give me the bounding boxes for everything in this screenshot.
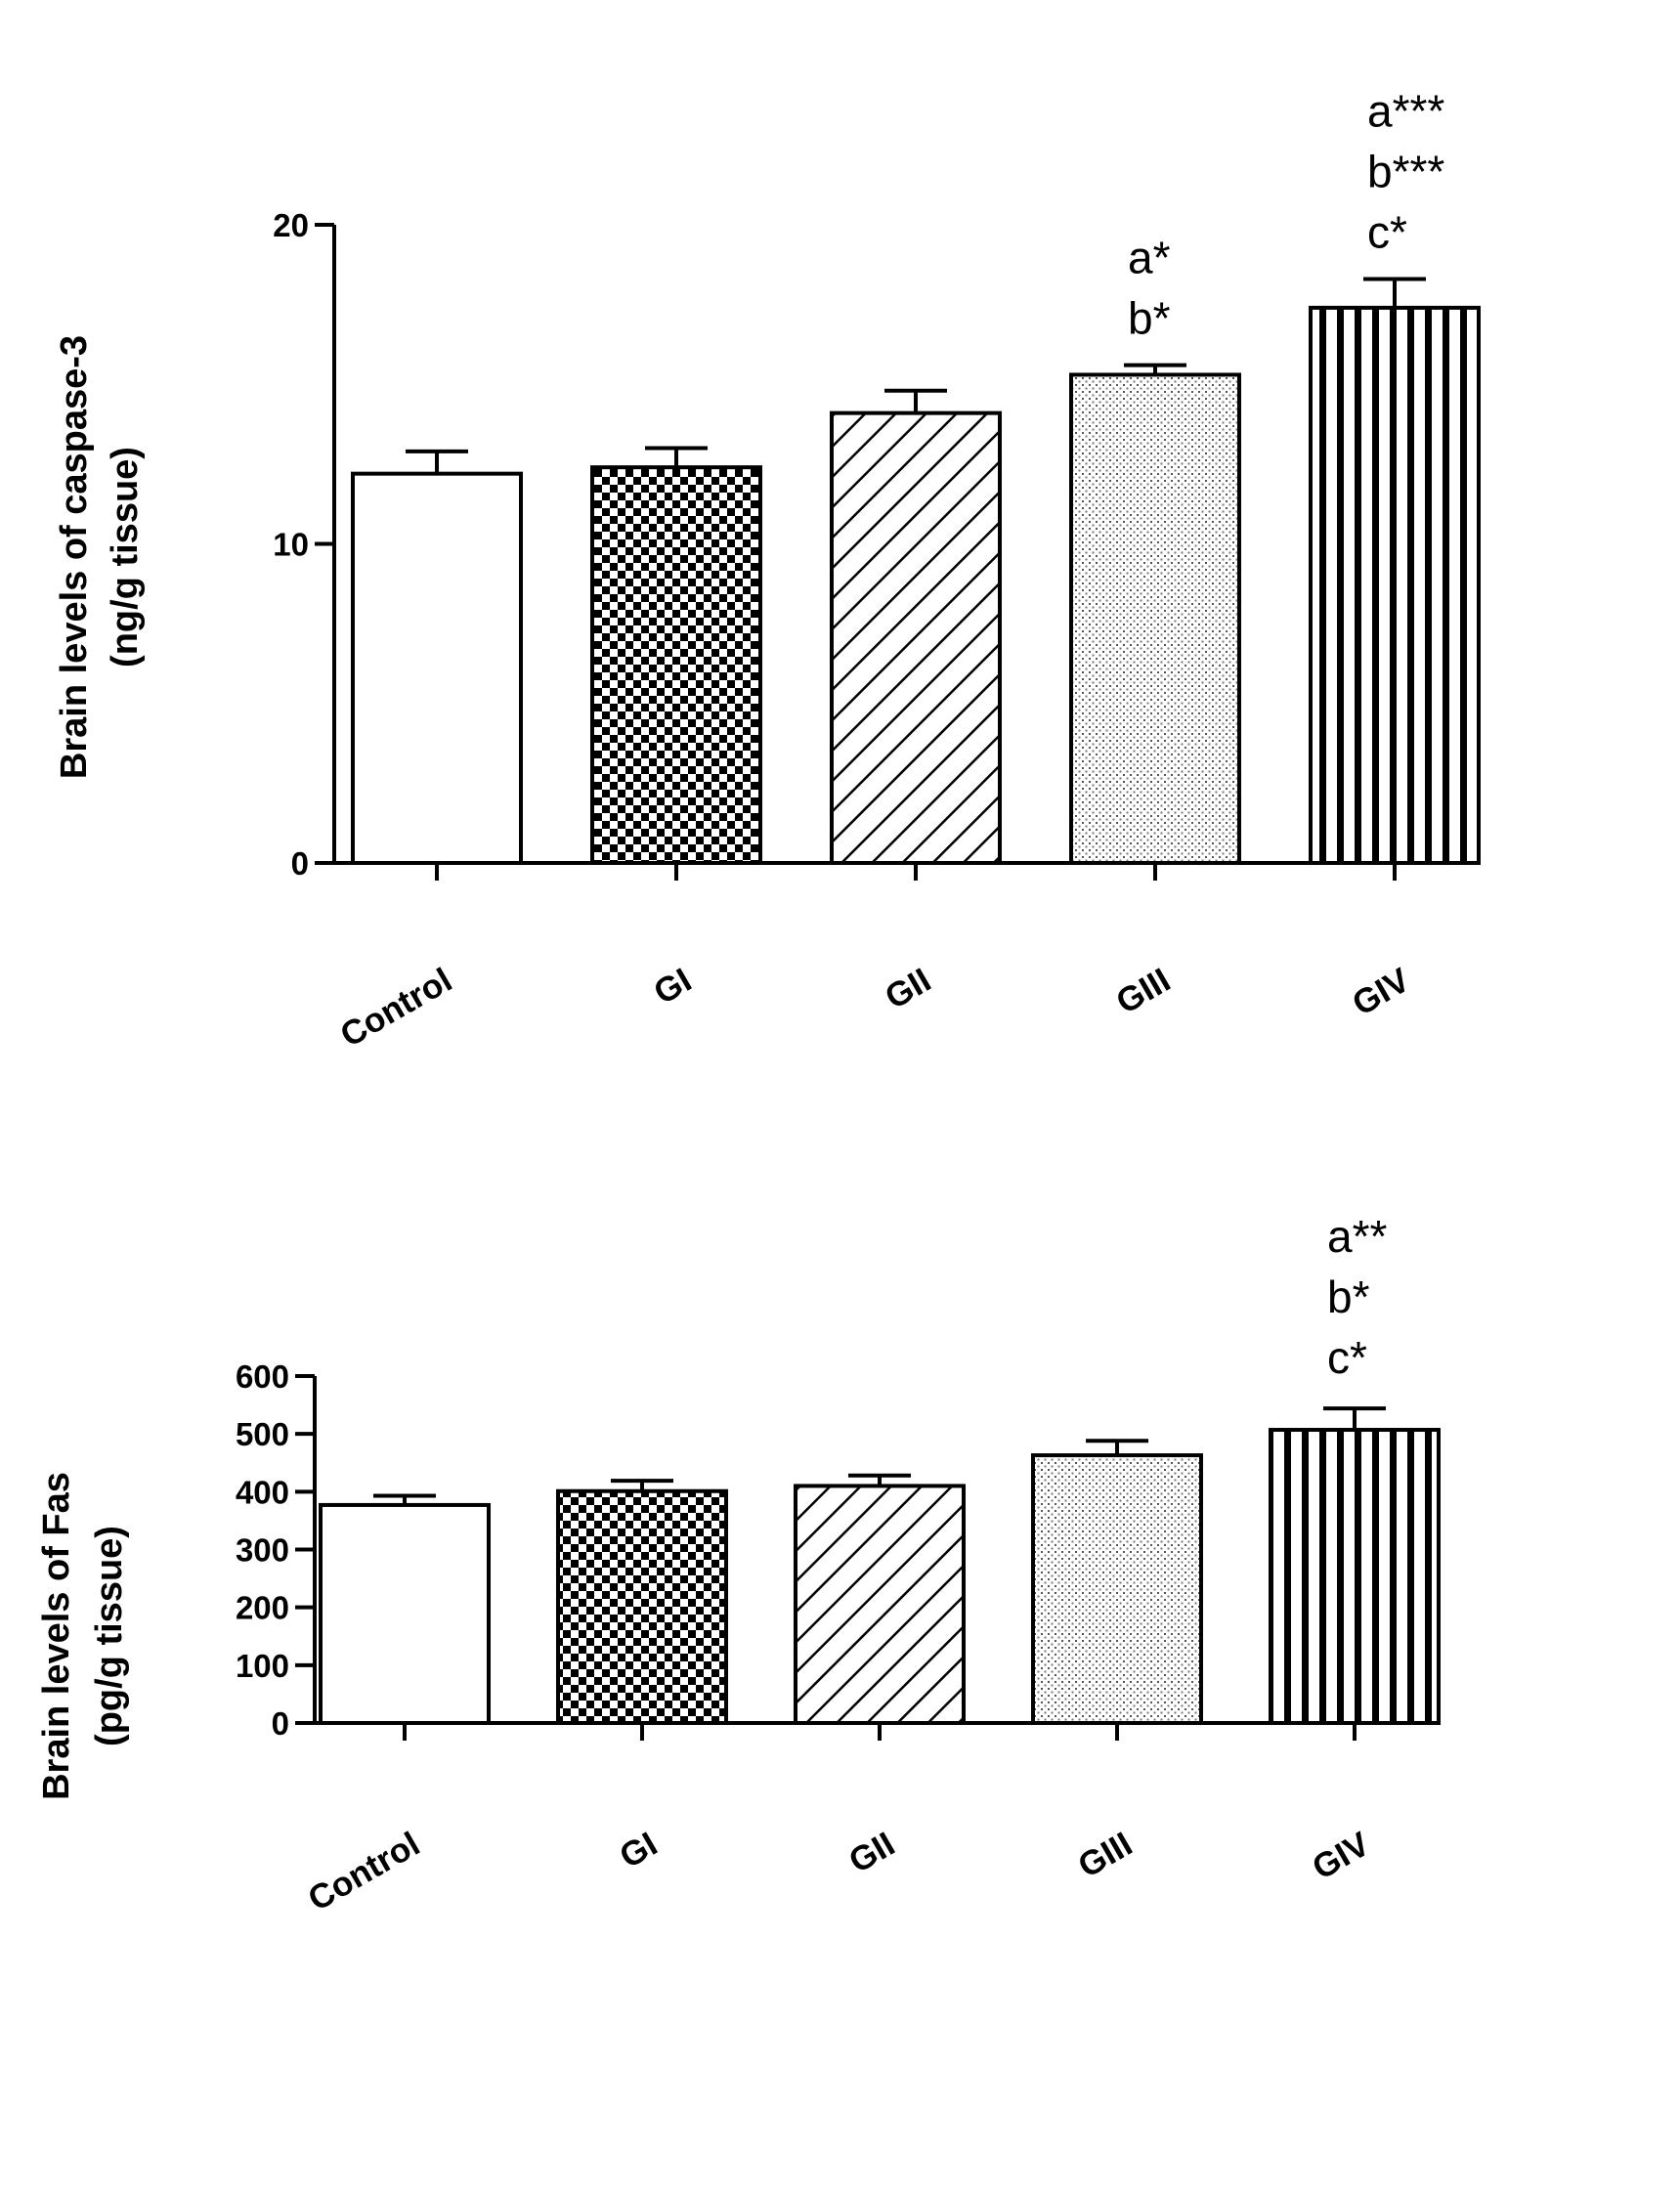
y-axis-label-line-2: (ng/g tissue) bbox=[105, 447, 146, 668]
x-tick-label-gi: GI bbox=[647, 961, 698, 1012]
x-tick-label-giv: GIV bbox=[1306, 1825, 1376, 1887]
x-tick-label-gii: GII bbox=[842, 1825, 901, 1880]
bar-gii bbox=[794, 1484, 966, 1725]
y-axis-label-line-2: (pg/g tissue) bbox=[89, 1526, 130, 1746]
y-tick-label: 0 bbox=[291, 845, 309, 882]
significance-label-giii: a* bbox=[1128, 233, 1171, 283]
fas-bar-chart: Control GI GII GIII GIV 0 100 200 300 400 500 600 a*… bbox=[36, 1211, 1441, 1918]
y-tick-label: 100 bbox=[236, 1648, 289, 1684]
significance-label-giv: b*** bbox=[1367, 147, 1444, 197]
x-tick-label-control: Control bbox=[302, 1825, 426, 1918]
bar-giv bbox=[1309, 305, 1481, 865]
bar-control bbox=[319, 1502, 491, 1726]
caspase-3-bar-chart: Control GI GII GIII GIV 0 10 20 a* b* a*** b*** c* B… bbox=[54, 86, 1481, 1055]
x-tick-label-giv: GIV bbox=[1346, 961, 1416, 1023]
y-tick-label: 20 bbox=[273, 207, 309, 243]
y-tick-label: 400 bbox=[236, 1474, 289, 1510]
significance-label-giv: a** bbox=[1327, 1211, 1387, 1262]
x-tick-label-control: Control bbox=[334, 961, 458, 1055]
bar-control bbox=[351, 471, 523, 865]
y-tick-label: 200 bbox=[236, 1590, 289, 1626]
x-tick-label-giii: GIII bbox=[1072, 1825, 1139, 1885]
significance-label-giv: a*** bbox=[1367, 86, 1444, 137]
y-tick-label: 0 bbox=[272, 1705, 289, 1742]
bar-giii bbox=[1031, 1453, 1203, 1725]
significance-label-giv: c* bbox=[1367, 207, 1407, 258]
y-axis-label-line-1: Brain levels of Fas bbox=[36, 1472, 77, 1800]
bar-giv bbox=[1269, 1428, 1441, 1725]
significance-label-giv: c* bbox=[1327, 1332, 1367, 1383]
y-tick-label: 600 bbox=[236, 1358, 289, 1395]
y-tick-label: 300 bbox=[236, 1532, 289, 1569]
y-tick-label: 500 bbox=[236, 1416, 289, 1452]
bar-gi bbox=[556, 1488, 728, 1725]
x-tick-label-gii: GII bbox=[879, 961, 937, 1016]
significance-label-giv: b* bbox=[1327, 1271, 1370, 1322]
x-tick-label-gi: GI bbox=[613, 1825, 664, 1875]
y-tick-label: 10 bbox=[273, 527, 309, 563]
x-tick-label-giii: GIII bbox=[1110, 961, 1177, 1021]
bar-gi bbox=[590, 465, 762, 865]
bar-gii bbox=[830, 410, 1002, 865]
significance-label-giii: b* bbox=[1128, 293, 1171, 344]
bar-giii bbox=[1069, 372, 1241, 865]
y-axis-label-line-1: Brain levels of caspase-3 bbox=[54, 335, 95, 779]
